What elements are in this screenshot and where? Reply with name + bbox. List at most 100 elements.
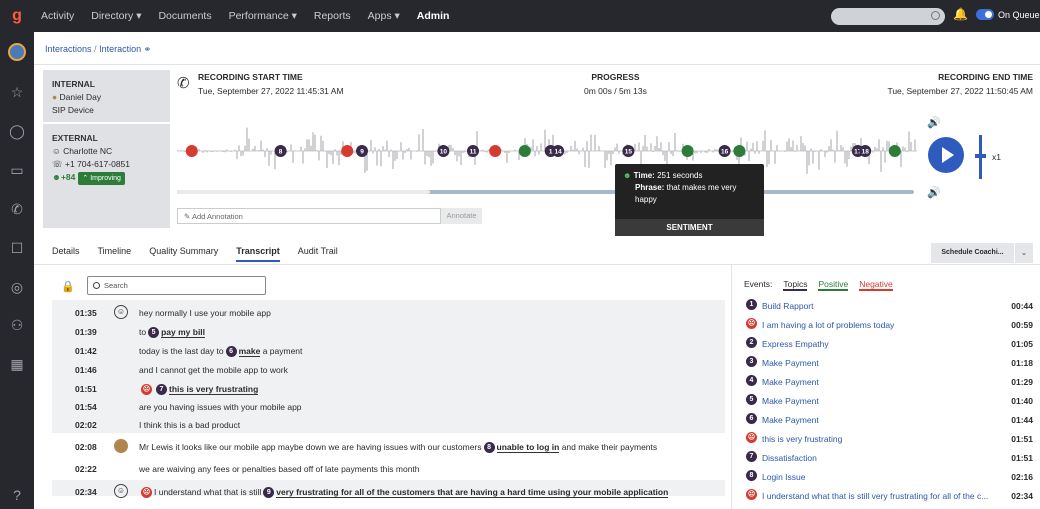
- marker-dot: [552, 145, 565, 157]
- topic-keyword[interactable]: this is very frustrating: [169, 384, 259, 395]
- chat-icon[interactable]: ◯: [9, 123, 25, 139]
- chevron-down-icon[interactable]: ⌄: [1015, 243, 1033, 263]
- play-button[interactable]: [928, 137, 964, 173]
- timeline-marker-topic[interactable]: 14: [552, 145, 565, 157]
- timeline-marker-positive[interactable]: [681, 145, 694, 157]
- event-label[interactable]: I am having a lot of problems today: [762, 320, 895, 330]
- timeline-marker-topic[interactable]: 11: [467, 145, 479, 157]
- nav-item-0[interactable]: Activity: [41, 10, 75, 22]
- filter-positive[interactable]: Positive: [818, 279, 849, 291]
- on-queue-toggle[interactable]: [976, 9, 994, 20]
- event-label[interactable]: Build Rapport: [762, 301, 814, 311]
- timeline-marker-topic[interactable]: 8: [274, 145, 287, 157]
- event-item[interactable]: ☹ I am having a lot of problems today 00:5…: [744, 317, 1033, 334]
- row-text: to 5 pay my bill: [139, 327, 206, 339]
- nav-item-2[interactable]: Documents: [158, 10, 212, 22]
- nav-item-5[interactable]: Apps ▾: [367, 10, 400, 22]
- annotate-button[interactable]: Annotate: [441, 208, 482, 224]
- tab-transcript[interactable]: Transcript: [236, 246, 280, 262]
- volume-slider[interactable]: [975, 135, 986, 179]
- phone-icon[interactable]: ✆: [11, 201, 23, 217]
- event-label[interactable]: this is very frustrating: [762, 434, 843, 444]
- waveform-timeline[interactable]: 8 9 10 11 1 14 15 16 17 18: [177, 118, 917, 184]
- timeline-marker-negative[interactable]: [341, 145, 354, 157]
- event-item[interactable]: 1 Build Rapport 00:44: [744, 298, 1033, 315]
- timeline-marker-topic[interactable]: 18: [859, 145, 872, 157]
- timeline-marker-negative[interactable]: [185, 145, 198, 157]
- timeline-marker-positive[interactable]: [518, 145, 531, 157]
- nav-item-3[interactable]: Performance ▾: [228, 10, 297, 22]
- timeline-marker-negative[interactable]: [489, 145, 502, 157]
- nav-item-1[interactable]: Directory ▾: [91, 10, 142, 22]
- speaker-icon[interactable]: 🔊: [927, 117, 941, 129]
- timeline-marker-positive[interactable]: [888, 145, 901, 157]
- filter-negative[interactable]: Negative: [859, 279, 893, 291]
- topic-badge[interactable]: 6: [225, 346, 237, 358]
- event-label[interactable]: Make Payment: [762, 377, 819, 387]
- timeline-marker-positive[interactable]: [733, 145, 746, 157]
- event-label[interactable]: Make Payment: [762, 415, 819, 425]
- tab-audit-trail[interactable]: Audit Trail: [297, 246, 338, 256]
- transcript-search-input[interactable]: Search: [87, 276, 266, 295]
- event-label[interactable]: Make Payment: [762, 358, 819, 368]
- customer-turn-block: [52, 300, 725, 433]
- topic-badge[interactable]: 7: [156, 384, 167, 396]
- speaker-icon-2[interactable]: 🔊: [927, 187, 941, 199]
- people-icon[interactable]: ⚇: [10, 317, 24, 333]
- inbox-icon[interactable]: ☐: [10, 240, 24, 256]
- playback-progress-bar[interactable]: [177, 190, 914, 194]
- topic-keyword[interactable]: very frustrating for all of the customer…: [276, 487, 669, 498]
- filter-topics[interactable]: Topics: [783, 279, 808, 291]
- support-icon[interactable]: ◎: [10, 279, 24, 295]
- event-item[interactable]: 4 Make Payment 01:29: [744, 374, 1033, 391]
- lock-icon[interactable]: 🔒: [61, 281, 75, 293]
- global-search-input[interactable]: [831, 8, 945, 25]
- event-label[interactable]: Make Payment: [762, 396, 819, 406]
- tab-timeline[interactable]: Timeline: [97, 246, 132, 256]
- event-item[interactable]: 5 Make Payment 01:40: [744, 393, 1033, 410]
- user-avatar[interactable]: [8, 43, 26, 61]
- event-label[interactable]: Express Empathy: [762, 339, 829, 349]
- topic-badge[interactable]: 9: [263, 487, 275, 499]
- bell-icon[interactable]: 🔔: [953, 7, 968, 21]
- breadcrumb-interactions[interactable]: Interactions: [45, 44, 92, 54]
- events-header: Events: Topics Positive Negative: [744, 279, 904, 291]
- search-placeholder: Search: [104, 281, 128, 290]
- video-icon[interactable]: ▭: [10, 162, 24, 178]
- row-text-pre: and I cannot get the mobile app to work: [139, 365, 288, 375]
- event-item[interactable]: 3 Make Payment 01:18: [744, 355, 1033, 372]
- apps-grid-icon[interactable]: ▦: [10, 356, 24, 372]
- topic-keyword[interactable]: unable to log in: [496, 442, 560, 453]
- genesys-logo-icon[interactable]: ɡ: [12, 7, 22, 24]
- timeline-marker-topic[interactable]: 9: [356, 145, 368, 157]
- nav-item-4[interactable]: Reports: [313, 10, 351, 22]
- event-item[interactable]: 6 Make Payment 01:44: [744, 412, 1033, 429]
- timeline-marker-topic[interactable]: 16: [718, 145, 731, 157]
- event-item[interactable]: 7 Dissatisfaction 01:51: [744, 450, 1033, 467]
- event-item[interactable]: ☹ I understand what that is still very fr…: [744, 488, 1033, 505]
- event-time: 01:29: [1011, 377, 1033, 387]
- event-label[interactable]: Login Issue: [762, 472, 806, 482]
- topic-badge[interactable]: 8: [483, 442, 495, 454]
- tab-quality-summary[interactable]: Quality Summary: [149, 246, 219, 256]
- annotation-input[interactable]: ✎ Add Annotation: [177, 208, 441, 224]
- topic-keyword[interactable]: make: [238, 346, 261, 357]
- event-item[interactable]: 8 Login Issue 02:16: [744, 469, 1033, 486]
- event-label[interactable]: Dissatisfaction: [762, 453, 817, 463]
- schedule-coaching-button[interactable]: Schedule Coachi...: [931, 243, 1014, 263]
- playback-speed[interactable]: x1: [992, 152, 1001, 162]
- event-label[interactable]: I understand what that is still very fru…: [762, 491, 988, 501]
- sentiment-tooltip: ☻ Time: 251 seconds Phrase: that makes m…: [615, 164, 764, 236]
- event-item[interactable]: ☹ this is very frustrating 01:51: [744, 431, 1033, 448]
- tab-details[interactable]: Details: [52, 246, 80, 256]
- timeline-marker-topic[interactable]: 10: [437, 145, 450, 157]
- topic-badge[interactable]: 5: [148, 327, 160, 339]
- breadcrumb-interaction[interactable]: Interaction: [99, 44, 142, 54]
- nav-item-6[interactable]: Admin: [416, 10, 450, 22]
- timeline-marker-topic[interactable]: 15: [622, 145, 635, 157]
- help-icon[interactable]: ?: [13, 487, 21, 503]
- event-item[interactable]: 2 Express Empathy 01:05: [744, 336, 1033, 353]
- link-icon[interactable]: ⚭: [143, 44, 152, 54]
- topic-keyword[interactable]: pay my bill: [161, 327, 206, 338]
- star-icon[interactable]: ☆: [10, 84, 24, 100]
